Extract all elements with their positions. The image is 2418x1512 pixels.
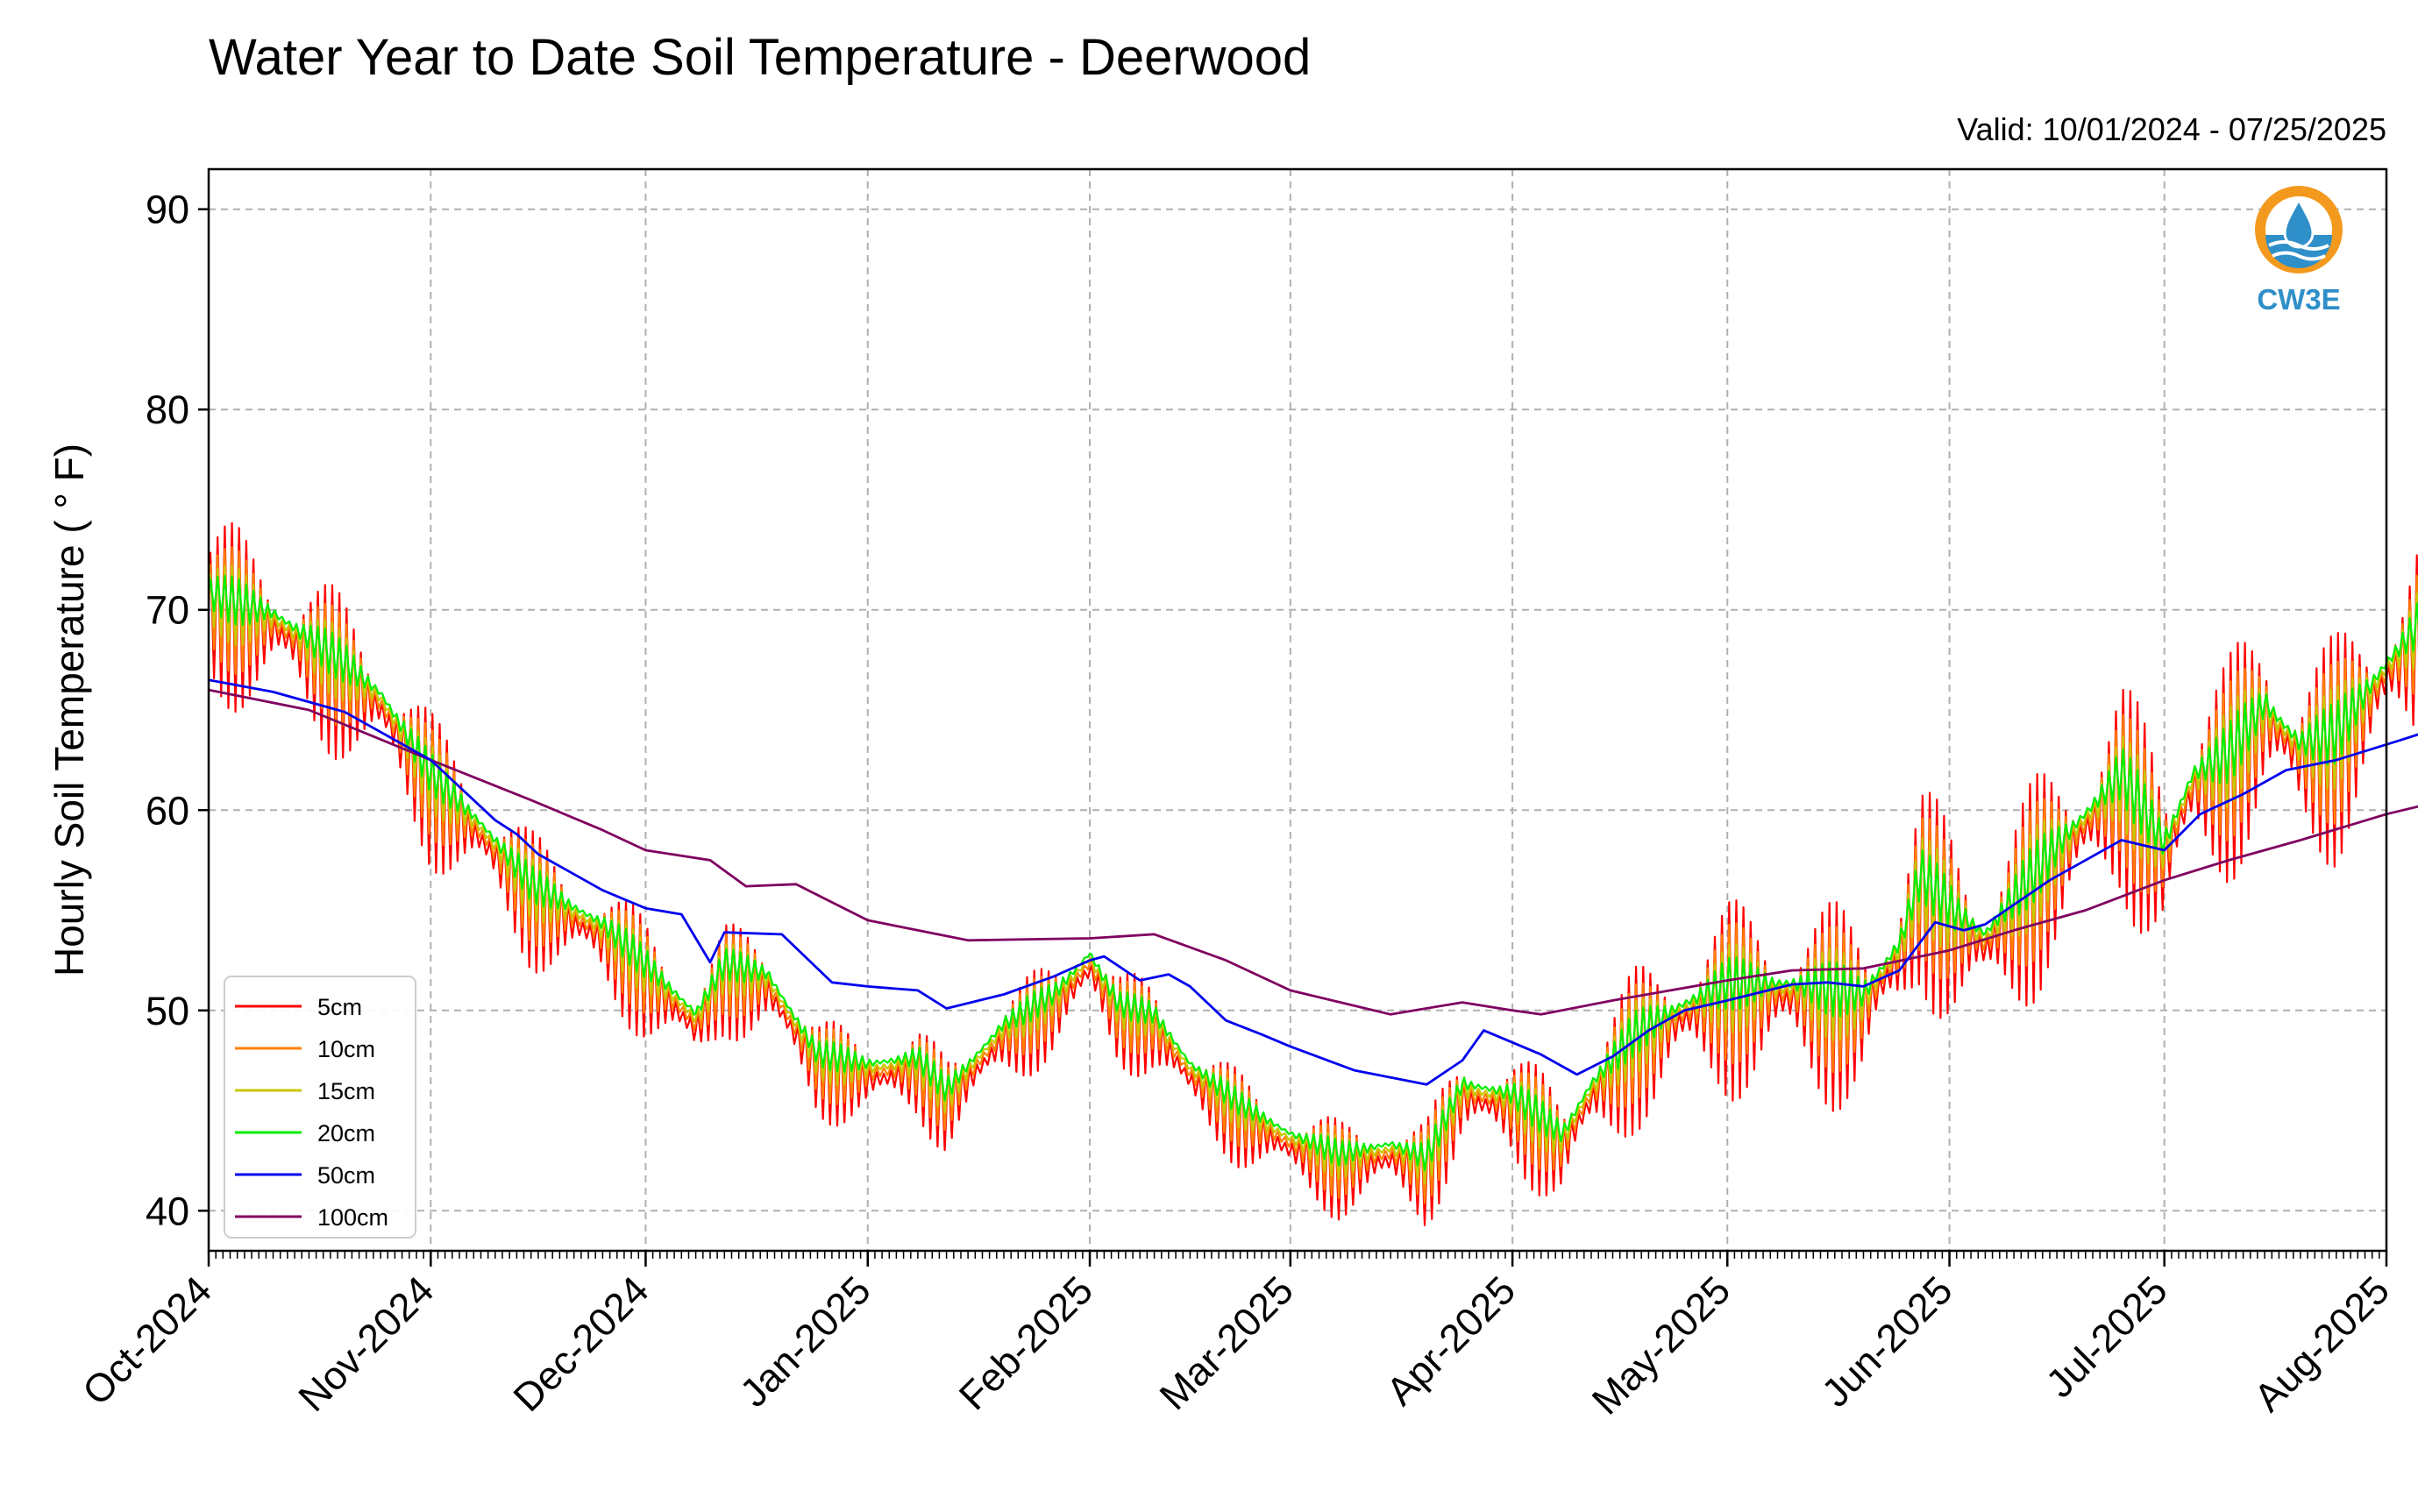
chart-title: Water Year to Date Soil Temperature - De… — [209, 29, 1311, 86]
series-line-15cm — [207, 564, 2418, 1185]
legend-label: 50cm — [317, 1162, 375, 1189]
legend-label: 100cm — [317, 1204, 388, 1231]
cw3e-logo: CW3E — [2255, 186, 2343, 316]
legend-box — [224, 976, 416, 1239]
y-tick-label: 50 — [146, 989, 189, 1033]
y-axis-label: Hourly Soil Temperature ( ° F) — [46, 444, 92, 976]
y-tick-label: 80 — [146, 387, 189, 432]
legend-label: 10cm — [317, 1036, 375, 1062]
series-lines — [207, 522, 2418, 1226]
legend-label: 5cm — [317, 994, 362, 1020]
legend-label: 20cm — [317, 1120, 375, 1146]
y-tick-label: 60 — [146, 788, 189, 833]
y-tick-label: 70 — [146, 588, 189, 633]
series-line-20cm — [207, 574, 2418, 1172]
logo-wave-icon-2 — [2272, 251, 2326, 261]
y-tick-label: 90 — [146, 188, 189, 232]
series-line-50cm — [208, 678, 2418, 1086]
series-line-100cm — [208, 688, 2418, 1016]
valid-date-range: Valid: 10/01/2024 - 07/25/2025 — [1957, 111, 2386, 147]
legend-label: 15cm — [317, 1078, 375, 1104]
legend: 5cm 10cm 15cm 20cm 50cm 100cm — [224, 976, 416, 1239]
logo-wave-icon — [2268, 240, 2329, 251]
logo-text: CW3E — [2257, 283, 2340, 316]
y-tick-label: 40 — [146, 1189, 189, 1233]
x-minor-ticks — [208, 1251, 2387, 1259]
